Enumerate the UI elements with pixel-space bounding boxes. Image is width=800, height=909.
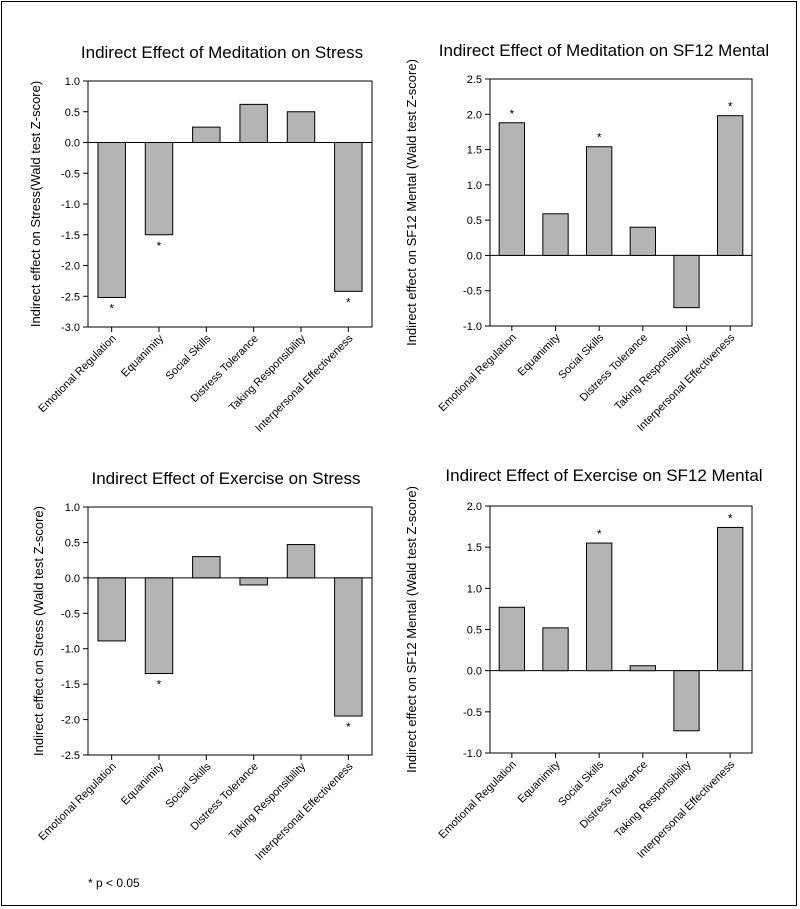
chart-0-ytick-label: -3.0 (61, 322, 80, 334)
chart-1-significance-star: * (728, 100, 733, 114)
chart-0-bar (334, 142, 363, 292)
chart-3-bar (586, 542, 613, 672)
chart-0-ytick-label: 0.5 (65, 107, 80, 119)
chart-0-bar (97, 142, 126, 298)
chart-2-ytick-label: -2.0 (61, 715, 80, 727)
chart-3-bar (542, 627, 569, 672)
chart-2-ylabel: Indirect effect on Stress (Wald test Z-s… (31, 506, 46, 756)
chart-2-category-label: Interpersonal Effectiveness (253, 760, 356, 863)
chart-3-bar (717, 526, 744, 672)
chart-0-category-label: Interpersonal Effectiveness (253, 332, 356, 435)
chart-3-category-label: Emotional Regulation (437, 759, 519, 841)
chart-1-ytick-label: 0.0 (467, 250, 482, 262)
chart-2-significance-star: * (157, 678, 162, 692)
chart-0-ylabel: Indirect effect on Stress(Wald test Z-sc… (28, 81, 43, 327)
chart-0-ytick-label: -1.5 (61, 230, 80, 242)
chart-3-bar (673, 670, 700, 732)
chart-1-ytick-label: 1.5 (467, 145, 482, 157)
chart-0-significance-star: * (109, 301, 114, 315)
chart-1-ytick-label: 2.5 (467, 74, 482, 86)
chart-0-ytick-label: 0.0 (65, 138, 80, 150)
chart-1-category-label: Equanimity (516, 331, 563, 378)
chart-3-category-label: Taking Responsibility (613, 758, 694, 839)
chart-1-significance-star: * (597, 131, 602, 145)
chart-3-bar (498, 606, 525, 672)
chart-1-category-label: Taking Responsibility (613, 331, 694, 412)
chart-3-ytick-label: -1.0 (463, 748, 482, 760)
chart-2-category-label: Social Skills (163, 760, 213, 810)
chart-1-bar (717, 115, 744, 256)
chart-0-category-label: Social Skills (163, 332, 213, 382)
chart-0-significance-star: * (157, 239, 162, 253)
chart-2-bar (192, 556, 221, 579)
chart-2-plot-frame (87, 506, 373, 756)
chart-3-ytick-label: 0.0 (467, 666, 482, 678)
chart-3-ytick-label: 1.0 (467, 583, 482, 595)
chart-0-bar (286, 111, 316, 143)
chart-1-ytick-label: -1.0 (463, 321, 482, 333)
chart-2-ytick-label: 1.0 (65, 502, 80, 514)
chart-1-bar (542, 213, 569, 256)
chart-0-plot-frame (87, 80, 373, 328)
chart-1-ytick-label: 1.0 (467, 180, 482, 192)
chart-1-bar (586, 146, 613, 256)
chart-0-title: Indirect Effect of Meditation on Stress (81, 43, 363, 62)
chart-2-ytick-label: -2.5 (61, 750, 80, 762)
chart-0-bar (144, 142, 174, 236)
chart-3-ytick-label: 1.5 (467, 542, 482, 554)
chart-1-significance-star: * (509, 107, 514, 121)
chart-0-category-label: Emotional Regulation (36, 333, 118, 415)
chart-1-ytick-label: 0.5 (467, 215, 482, 227)
chart-0-ytick-label: -1.0 (61, 199, 80, 211)
chart-2-ytick-label: 0.5 (65, 537, 80, 549)
chart-0-ytick-label: -2.0 (61, 261, 80, 273)
chart-0-ytick-label: -2.5 (61, 291, 80, 303)
chart-1-bar (673, 254, 700, 309)
chart-2-bar (286, 544, 316, 579)
chart-3-ylabel: Indirect effect on SF12 Mental (Wald tes… (404, 486, 419, 773)
chart-3-plot-frame (489, 505, 753, 754)
chart-2-bar (239, 577, 268, 586)
chart-3-bar (629, 665, 656, 672)
chart-0-bar (239, 103, 268, 144)
chart-2-significance-star: * (346, 720, 351, 734)
chart-2-category-label: Equanimity (119, 760, 166, 807)
chart-3-significance-star: * (597, 527, 602, 541)
chart-3-significance-star: * (728, 511, 733, 525)
chart-3-ytick-label: 2.0 (467, 501, 482, 513)
chart-0-significance-star: * (346, 295, 351, 309)
chart-2-bar (97, 577, 126, 642)
chart-1-plot-frame (489, 78, 753, 327)
chart-3-ytick-label: 0.5 (467, 625, 482, 637)
significance-footnote: * p < 0.05 (88, 876, 140, 890)
chart-1-ytick-label: -0.5 (463, 286, 482, 298)
chart-2-category-label: Emotional Regulation (36, 761, 118, 843)
chart-3-category-label: Equanimity (516, 758, 563, 805)
chart-2-title: Indirect Effect of Exercise on Stress (92, 469, 361, 488)
chart-0-ytick-label: 1.0 (65, 76, 80, 88)
chart-2-bar (144, 577, 174, 675)
chart-1-bar (629, 226, 656, 256)
chart-0-category-label: Equanimity (119, 332, 166, 379)
chart-1-bar (498, 122, 525, 256)
chart-2-bar (334, 577, 363, 717)
chart-2-ytick-label: -1.0 (61, 644, 80, 656)
chart-2-ytick-label: 0.0 (65, 573, 80, 585)
chart-3-ytick-label: -0.5 (463, 707, 482, 719)
chart-2-ytick-label: -0.5 (61, 608, 80, 620)
chart-0-bar (192, 126, 221, 143)
chart-0-ytick-label: -0.5 (61, 168, 80, 180)
chart-1-ytick-label: 2.0 (467, 109, 482, 121)
chart-1-ylabel: Indirect effect on SF12 Mental (Wald tes… (404, 59, 419, 346)
chart-3-title: Indirect Effect of Exercise on SF12 Ment… (445, 466, 762, 485)
chart-1-title: Indirect Effect of Meditation on SF12 Me… (439, 41, 769, 60)
chart-1-category-label: Emotional Regulation (437, 332, 519, 414)
chart-2-ytick-label: -1.5 (61, 679, 80, 691)
